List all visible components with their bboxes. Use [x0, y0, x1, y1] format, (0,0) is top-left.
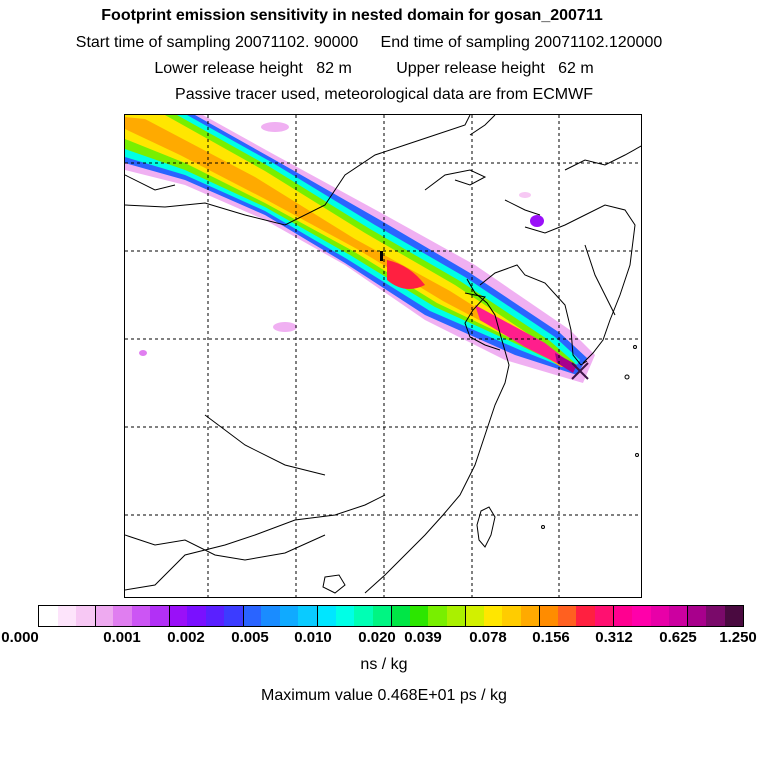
- lat-lon-grid: [125, 115, 641, 597]
- colorbar-cell: [409, 606, 429, 626]
- colorbar-cell: [39, 606, 58, 626]
- tick-mark: [380, 251, 383, 261]
- colorbar-divider: [168, 606, 170, 626]
- tick-label: 0.625: [659, 629, 697, 646]
- colorbar-cell: [724, 606, 744, 626]
- colorbar-cell: [539, 606, 558, 626]
- tick-label: 0.010: [294, 629, 332, 646]
- colorbar-divider: [316, 606, 318, 626]
- colorbar-cell: [150, 606, 169, 626]
- tick-label: 0.312: [595, 629, 633, 646]
- colorbar-divider: [687, 606, 689, 626]
- maximum-value: Maximum value 0.468E+01 ps / kg: [261, 687, 507, 704]
- colorbar-cell: [187, 606, 206, 626]
- tick-label: 0.020: [358, 629, 396, 646]
- colorbar-cell: [594, 606, 614, 626]
- colorbar-cell: [650, 606, 670, 626]
- colorbar-divider: [242, 606, 244, 626]
- colorbar-cell: [298, 606, 317, 626]
- isolated-patch: [519, 192, 531, 198]
- colorbar-divider: [391, 606, 392, 626]
- colorbar-units: ns / kg: [360, 656, 408, 673]
- colorbar-cell: [557, 606, 577, 626]
- colorbar-cell: [428, 606, 447, 626]
- colorbar-divider: [94, 606, 96, 626]
- colorbar-cell: [354, 606, 373, 626]
- small-islands: [541, 345, 639, 529]
- tick-label: 1.250: [719, 629, 757, 646]
- hainan-outline: [322, 574, 346, 594]
- colorbar-cell: [613, 606, 632, 626]
- tick-label: 0.001: [103, 629, 141, 646]
- colorbar-cell: [335, 606, 355, 626]
- tick-label: 0.039: [404, 629, 442, 646]
- colorbar-divider: [613, 606, 615, 626]
- sampling-times: Start time of sampling 20071102. 90000 E…: [75, 34, 663, 51]
- colorbar-divider: [539, 606, 541, 626]
- colorbar-cell: [76, 606, 95, 626]
- plot-title: Footprint emission sensitivity in nested…: [101, 7, 603, 24]
- colorbar-cell: [706, 606, 725, 626]
- tick-label: 0.156: [532, 629, 570, 646]
- release-heights: Lower release height 82 m Upper release …: [154, 60, 594, 77]
- colorbar-cell: [391, 606, 410, 626]
- isolated-patch: [139, 350, 147, 356]
- colorbar: [38, 605, 744, 627]
- colorbar-cell: [94, 606, 114, 626]
- colorbar-cell: [57, 606, 77, 626]
- colorbar-cell: [261, 606, 280, 626]
- colorbar-cell: [483, 606, 503, 626]
- colorbar-cell: [205, 606, 225, 626]
- colorbar-cell: [520, 606, 540, 626]
- colorbar-cell: [446, 606, 466, 626]
- taiwan-outline: [476, 506, 496, 548]
- tick-label: 0.000: [1, 629, 39, 646]
- tick-label: 0.078: [469, 629, 507, 646]
- colorbar-divider: [465, 606, 467, 626]
- colorbar-cell: [687, 606, 707, 626]
- colorbar-cell: [131, 606, 151, 626]
- colorbar-tick-labels: 0.000 0.001 0.002 0.005 0.010 0.020 0.03…: [0, 629, 768, 649]
- tick-label: 0.005: [231, 629, 269, 646]
- isolated-patch: [261, 122, 289, 132]
- colorbar-cell: [632, 606, 651, 626]
- plume-red-core: [387, 260, 425, 289]
- plume-magenta-core: [475, 305, 573, 367]
- colorbar-cell: [279, 606, 299, 626]
- colorbar-cell: [113, 606, 132, 626]
- colorbar-cell: [242, 606, 262, 626]
- colorbar-cell: [576, 606, 595, 626]
- coastlines: [125, 115, 641, 594]
- isolated-patch: [273, 322, 297, 332]
- plume-dark-core: [555, 353, 577, 373]
- colorbar-cell: [224, 606, 243, 626]
- plume-orange-band: [125, 117, 567, 367]
- tracer-info: Passive tracer used, meteorological data…: [175, 86, 593, 103]
- isolated-patch: [530, 215, 544, 227]
- colorbar-cell: [669, 606, 688, 626]
- tick-label: 0.002: [167, 629, 205, 646]
- colorbar-cell: [316, 606, 336, 626]
- receptor-marker: [571, 362, 589, 380]
- colorbar-cell: [372, 606, 392, 626]
- colorbar-cell: [168, 606, 188, 626]
- footprint-map: [124, 114, 642, 598]
- footprint-plume: [125, 115, 595, 383]
- colorbar-cell: [465, 606, 484, 626]
- colorbar-cell: [502, 606, 521, 626]
